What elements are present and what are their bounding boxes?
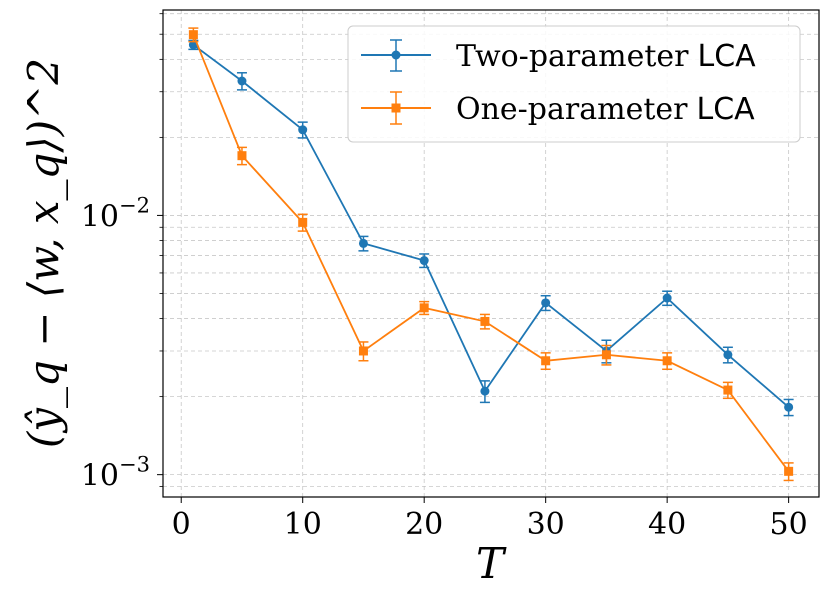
legend-name-series-1: One-parameter [456, 92, 688, 127]
data-point [188, 30, 198, 40]
x-tick-label: 50 [770, 507, 808, 542]
x-axis-label: T [476, 539, 507, 588]
legend-name-series-0: Two-parameter [456, 39, 689, 74]
legend-marker-series-1 [391, 103, 401, 113]
data-point [784, 402, 794, 412]
data-point [298, 125, 308, 135]
legend-label-series-1: One-parameter LCA [456, 92, 755, 127]
y-tick-label: 10−3 [81, 453, 150, 494]
data-point [723, 350, 733, 360]
data-point [601, 350, 611, 360]
data-point [419, 256, 429, 266]
data-point [358, 238, 368, 248]
y-tick-exponent: −2 [119, 193, 150, 217]
legend-entry-series-1: One-parameter LCA [361, 91, 755, 127]
data-point [298, 217, 308, 227]
legend-box [347, 25, 801, 143]
data-point [662, 356, 672, 366]
y-axis-label: (ŷ_q − ⟨w, x_q⟩)^2 [19, 58, 68, 448]
legend: Two-parameter LCA One-parameter LCA [347, 25, 801, 143]
series-0 [188, 39, 794, 417]
data-point [784, 466, 794, 476]
x-tick-label: 20 [405, 507, 443, 542]
data-point [662, 293, 672, 303]
data-point [237, 151, 247, 161]
data-point [723, 385, 733, 395]
x-tick-label: 10 [284, 507, 322, 542]
legend-suffix-series-0: LCA [698, 39, 757, 74]
x-tick-label: 40 [648, 507, 686, 542]
series-1 [188, 27, 794, 482]
y-tick-base: 10 [81, 459, 119, 494]
data-point [480, 386, 490, 396]
data-point [480, 316, 490, 326]
plot-series [188, 27, 794, 482]
data-point [419, 303, 429, 313]
data-point [237, 76, 247, 86]
legend-suffix-series-1: LCA [696, 92, 755, 127]
data-point [541, 298, 551, 308]
data-point [358, 346, 368, 356]
x-tick-label: 30 [527, 507, 565, 542]
legend-entry-series-0: Two-parameter LCA [361, 39, 756, 74]
y-tick-exponent: −3 [119, 453, 150, 477]
legend-marker-series-0 [391, 50, 401, 60]
legend-label-series-0: Two-parameter LCA [456, 39, 756, 74]
x-tick-label: 0 [172, 507, 191, 542]
y-tick-label: 10−2 [81, 193, 150, 234]
plot-frame [162, 9, 820, 498]
y-tick-base: 10 [81, 199, 119, 234]
data-point [541, 356, 551, 366]
